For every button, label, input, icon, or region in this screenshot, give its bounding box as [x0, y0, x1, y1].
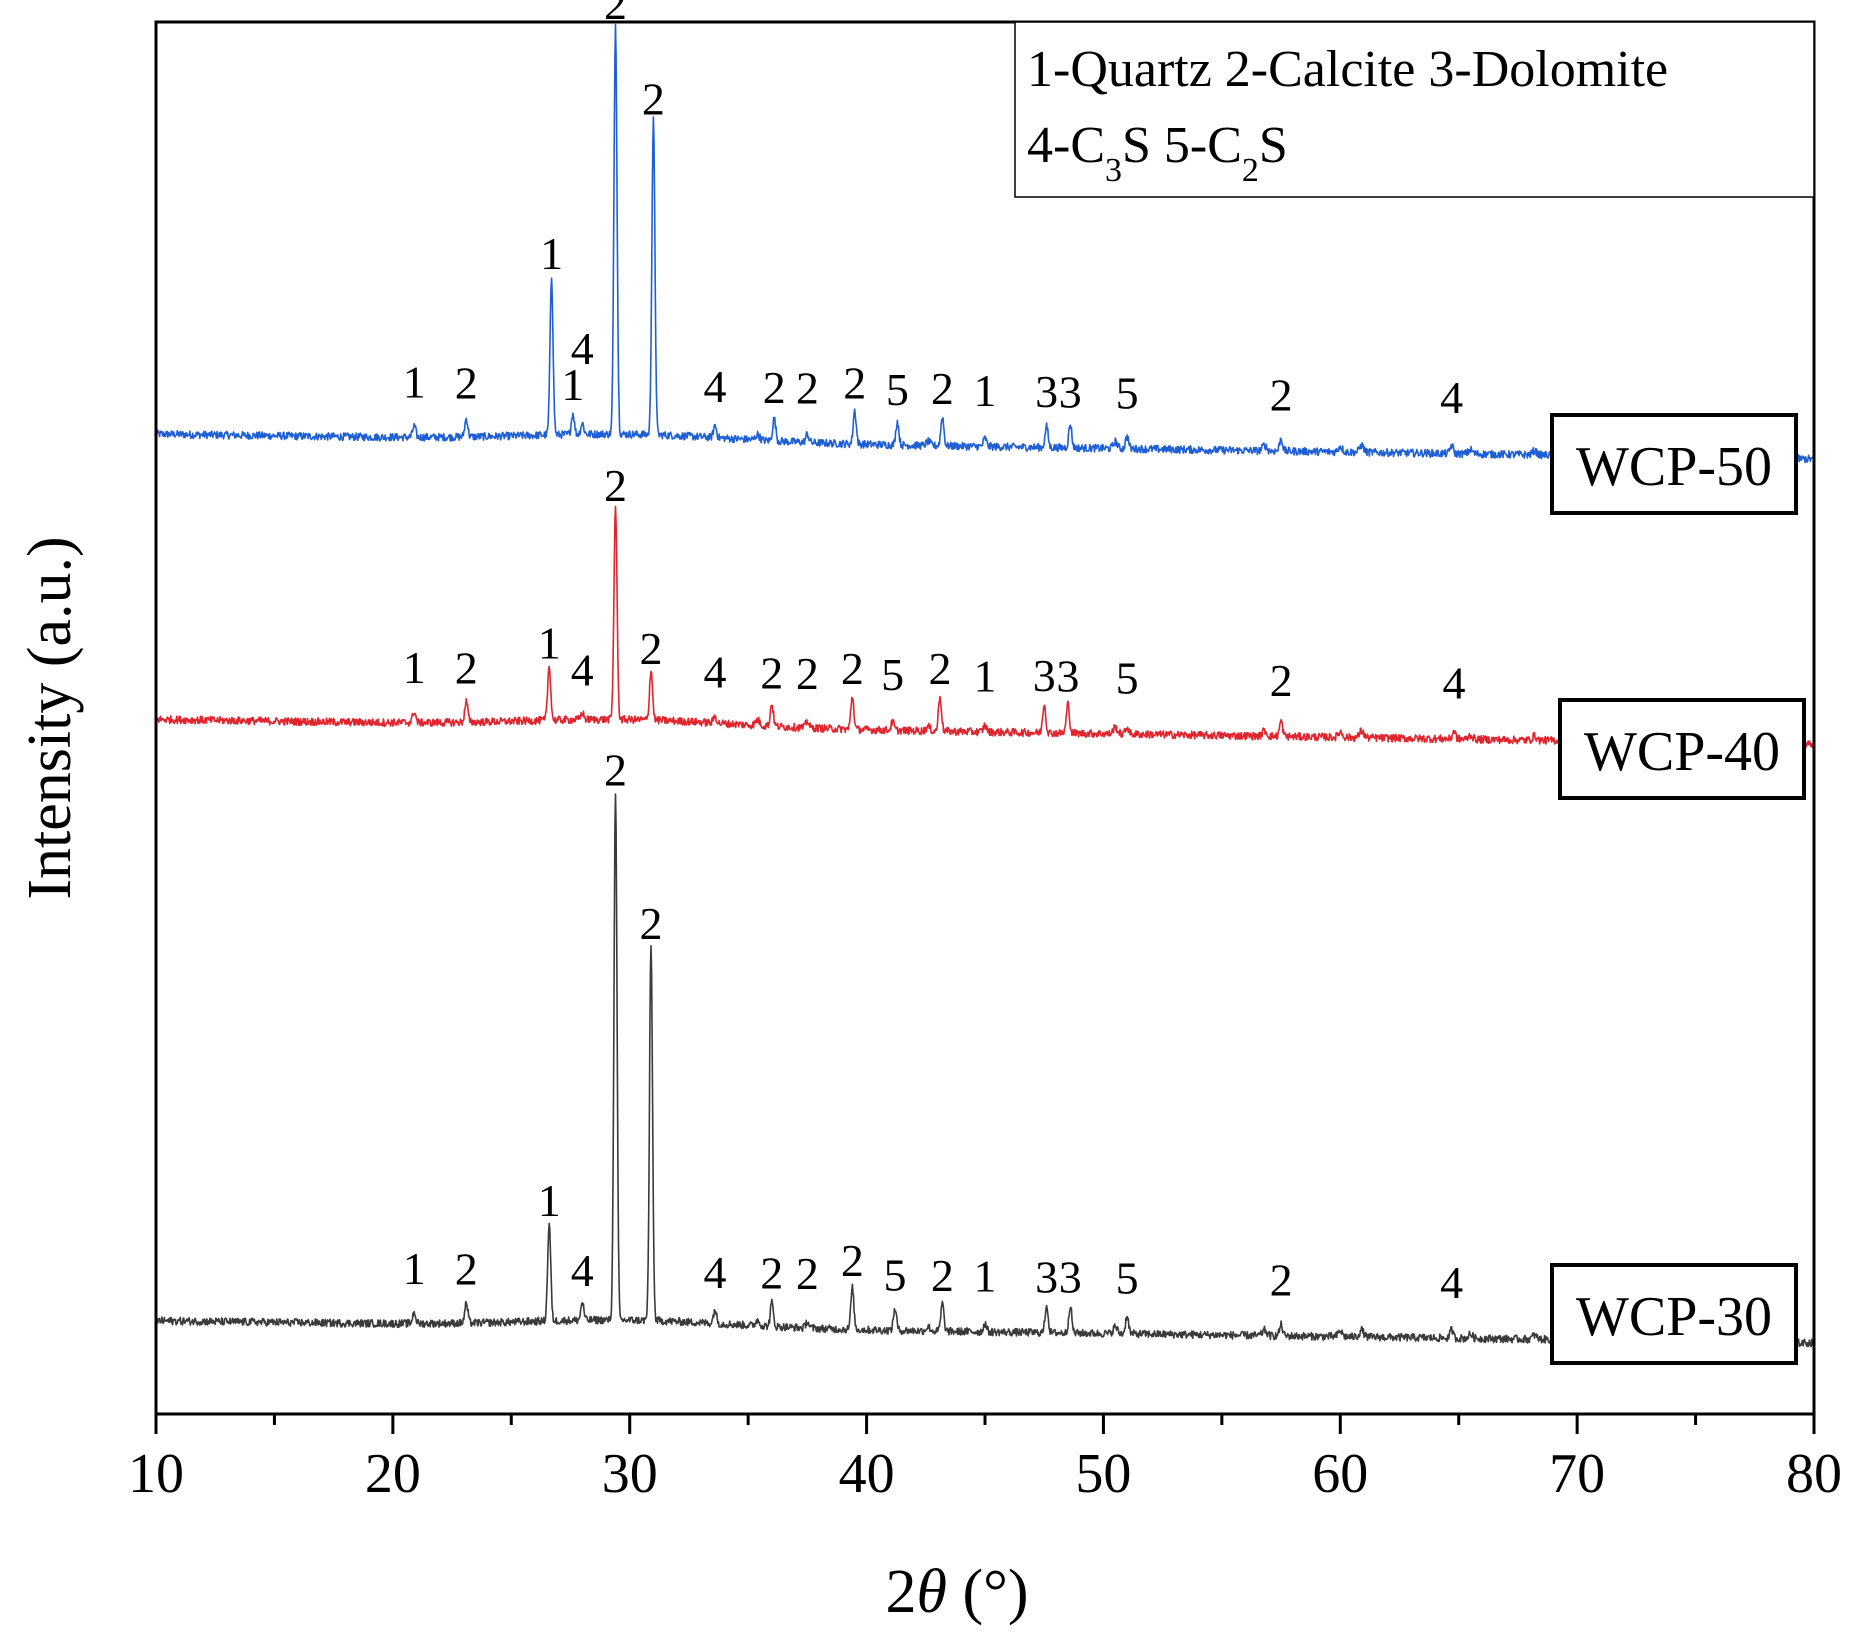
- x-tick-label-20: 20: [365, 1443, 421, 1505]
- peak-label-wcp-30-6: 4: [704, 1247, 727, 1298]
- peak-label-wcp-50-13: 1: [974, 365, 997, 416]
- x-tick-label-40: 40: [839, 1443, 895, 1505]
- peak-label-wcp-30-8: 2: [796, 1248, 819, 1299]
- peak-label-wcp-50-11: 5: [886, 364, 909, 415]
- peak-label-wcp-50-5: 2: [604, 0, 627, 29]
- peak-label-wcp-30-16: 2: [1270, 1255, 1293, 1306]
- peak-label-wcp-40-9: 2: [841, 643, 864, 694]
- peak-label-wcp-50-16: 5: [1116, 367, 1139, 418]
- peak-label-wcp-40-6: 4: [704, 647, 727, 698]
- series-line-wcp-40: [155, 505, 1815, 749]
- peak-label-wcp-50-0: 1: [403, 357, 426, 408]
- legend-box: 1-Quartz 2-Calcite 3-Dolomite 4-C3S 5-C2…: [1014, 21, 1815, 198]
- x-axis-ticks: 10 20 30 40 50 60 70 80: [128, 1414, 1842, 1505]
- sample-box-wcp-40: [1558, 698, 1806, 800]
- peak-label-wcp-40-11: 2: [929, 643, 952, 694]
- peak-label-wcp-40-7: 2: [760, 647, 783, 698]
- peak-label-wcp-40-13: 3: [1033, 650, 1056, 701]
- peak-label-wcp-30-13: 3: [1035, 1251, 1058, 1302]
- peak-label-wcp-40-12: 1: [974, 651, 997, 702]
- peak-label-wcp-50-14: 3: [1035, 366, 1058, 417]
- peak-label-wcp-30-4: 2: [604, 744, 627, 795]
- peak-label-wcp-50-15: 3: [1059, 367, 1082, 418]
- peak-label-wcp-30-11: 2: [931, 1250, 954, 1301]
- sample-label-wcp-50: WCP-50: [1576, 436, 1772, 498]
- x-tick-label-80: 80: [1786, 1443, 1842, 1505]
- peak-label-wcp-50-12: 2: [931, 363, 954, 414]
- x-tick-label-70: 70: [1549, 1443, 1605, 1505]
- peak-label-wcp-30-14: 3: [1059, 1252, 1082, 1303]
- peak-label-wcp-50-8: 2: [763, 362, 786, 413]
- peak-label-wcp-40-15: 5: [1116, 653, 1139, 704]
- x-axis-title-main: 2: [885, 1558, 916, 1626]
- legend-line-2-part-1: 3: [1105, 152, 1122, 189]
- peak-label-wcp-30-9: 2: [841, 1235, 864, 1286]
- legend-line-1: 1-Quartz 2-Calcite 3-Dolomite: [1027, 41, 1668, 98]
- peak-label-wcp-40-3: 4: [571, 645, 594, 696]
- peak-label-wcp-50-18: 4: [1440, 372, 1463, 423]
- legend-line-2-part-4: S: [1259, 117, 1288, 174]
- peak-label-wcp-30-0: 1: [403, 1243, 426, 1294]
- x-axis-title-symbol: θ: [916, 1558, 946, 1626]
- peak-label-wcp-40-14: 3: [1056, 650, 1079, 701]
- sample-labels: WCP-50 WCP-40 WCP-30: [1550, 413, 1806, 1365]
- legend-line-2-part-0: 4-C: [1027, 117, 1105, 174]
- peak-label-wcp-40-10: 5: [881, 649, 904, 700]
- series-line-wcp-30: [155, 793, 1815, 1348]
- sample-label-wcp-40: WCP-40: [1584, 721, 1780, 783]
- legend-frame: [1014, 21, 1815, 198]
- peak-label-wcp-30-17: 4: [1440, 1257, 1463, 1308]
- peak-label-wcp-30-5: 2: [640, 898, 663, 949]
- peak-label-wcp-40-17: 4: [1443, 658, 1466, 709]
- peak-label-wcp-30-10: 5: [884, 1249, 907, 1300]
- peak-label-wcp-40-1: 2: [455, 643, 478, 694]
- legend-line-2: 4-C3S 5-C2S: [1027, 117, 1288, 189]
- peak-label-wcp-40-2: 1: [538, 618, 561, 669]
- peak-label-wcp-30-7: 2: [760, 1248, 783, 1299]
- peak-label-wcp-30-3: 4: [571, 1245, 594, 1296]
- x-tick-label-60: 60: [1312, 1443, 1368, 1505]
- series-layer: [155, 23, 1815, 1348]
- peak-label-wcp-50-2: 1: [540, 228, 563, 279]
- peak-label-wcp-50-9: 2: [796, 363, 819, 414]
- peak-label-wcp-40-5: 2: [640, 623, 663, 674]
- peak-label-wcp-40-8: 2: [796, 648, 819, 699]
- sample-box-wcp-30: [1550, 1263, 1798, 1365]
- peak-label-wcp-40-16: 2: [1270, 655, 1293, 706]
- peak-label-wcp-50-6: 2: [642, 73, 665, 124]
- x-tick-label-10: 10: [128, 1443, 184, 1505]
- y-axis-title: Intensity (a.u.): [16, 536, 84, 899]
- peak-label-wcp-40-4: 2: [604, 460, 627, 511]
- peak-label-wcp-30-12: 1: [974, 1251, 997, 1302]
- peak-label-wcp-50-7: 4: [704, 361, 727, 412]
- sample-box-wcp-50: [1550, 413, 1798, 515]
- legend-line-2-part-3: 2: [1242, 152, 1259, 189]
- x-tick-label-50: 50: [1075, 1443, 1131, 1505]
- series-line-wcp-50: [155, 23, 1815, 464]
- peak-label-wcp-50-4: 4: [571, 323, 594, 374]
- x-axis-title-unit: (°): [947, 1558, 1029, 1626]
- x-tick-label-30: 30: [602, 1443, 658, 1505]
- peak-label-wcp-30-15: 5: [1116, 1252, 1139, 1303]
- peak-label-wcp-50-3: 1: [561, 359, 584, 410]
- peak-label-wcp-50-10: 2: [843, 358, 866, 409]
- peak-label-wcp-40-0: 1: [403, 642, 426, 693]
- peak-label-wcp-30-1: 2: [455, 1244, 478, 1295]
- peak-label-wcp-30-2: 1: [538, 1175, 561, 1226]
- peak-label-wcp-50-17: 2: [1270, 370, 1293, 421]
- peak-label-wcp-50-1: 2: [455, 357, 478, 408]
- sample-label-wcp-30: WCP-30: [1576, 1286, 1772, 1348]
- x-axis-title: 2θ (°): [885, 1558, 1028, 1626]
- legend-line-2-part-2: S 5-C: [1122, 117, 1242, 174]
